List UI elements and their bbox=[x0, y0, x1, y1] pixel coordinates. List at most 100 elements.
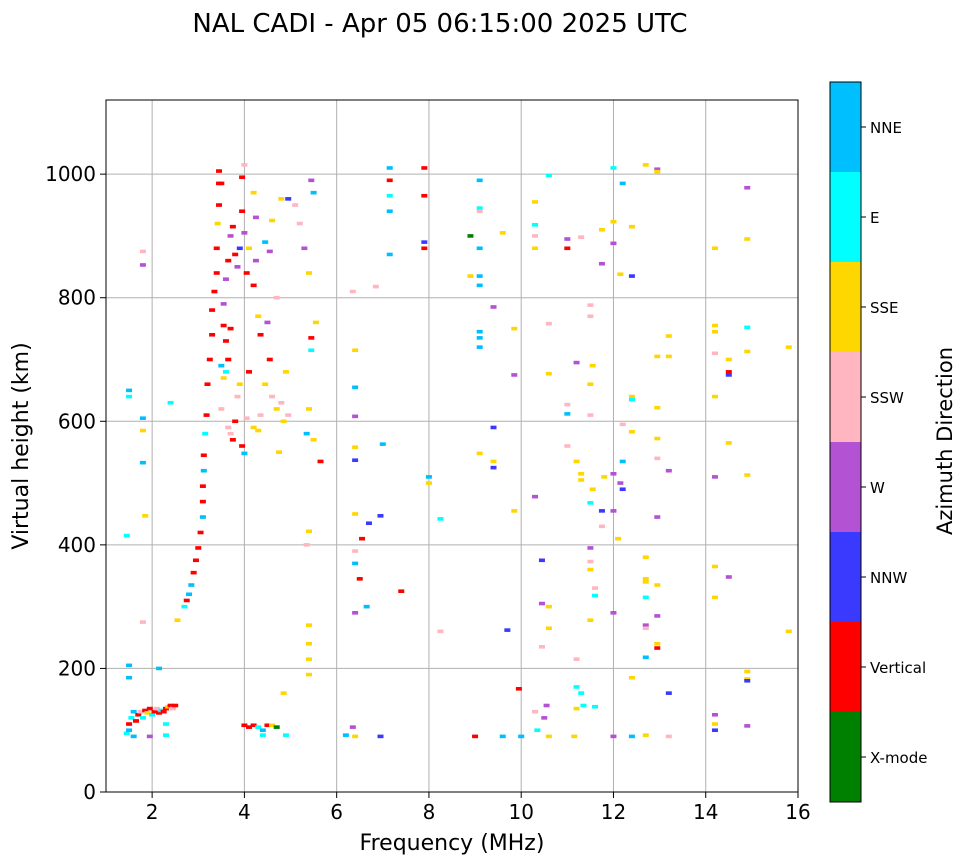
echo-point bbox=[573, 685, 580, 689]
echo-point bbox=[206, 357, 213, 362]
echo-point bbox=[132, 719, 139, 723]
echo-point bbox=[386, 193, 393, 198]
echo-point bbox=[282, 370, 289, 374]
echo-point bbox=[573, 657, 580, 661]
echo-point bbox=[532, 223, 539, 227]
echo-point bbox=[386, 252, 393, 257]
echo-point bbox=[398, 589, 405, 593]
echo-point bbox=[619, 181, 626, 186]
echo-point bbox=[642, 577, 649, 581]
echo-point bbox=[610, 472, 617, 476]
echo-point bbox=[227, 431, 234, 436]
echo-point bbox=[476, 329, 483, 334]
echo-point bbox=[532, 494, 539, 499]
echo-point bbox=[587, 567, 594, 572]
echo-point bbox=[308, 348, 315, 353]
echo-point bbox=[239, 209, 246, 214]
colorbar-segment bbox=[830, 622, 861, 712]
echo-point bbox=[243, 271, 250, 275]
colorbar-tick-label: SSE bbox=[870, 299, 899, 317]
colorbar-segment bbox=[830, 442, 861, 532]
y-tick-label: 1000 bbox=[45, 162, 96, 186]
echo-point bbox=[564, 444, 571, 448]
echo-point bbox=[744, 678, 751, 683]
echo-point bbox=[269, 394, 276, 399]
echo-point bbox=[241, 451, 248, 456]
echo-point bbox=[305, 271, 312, 275]
echo-point bbox=[149, 712, 156, 717]
echo-point bbox=[352, 348, 359, 353]
echo-point bbox=[785, 629, 792, 634]
echo-point bbox=[160, 709, 167, 714]
echo-point bbox=[642, 733, 649, 737]
echo-point bbox=[139, 416, 146, 420]
echo-point bbox=[499, 734, 506, 739]
echo-point bbox=[234, 265, 241, 269]
echo-point bbox=[156, 711, 163, 715]
echo-point bbox=[589, 363, 596, 368]
echo-point bbox=[220, 323, 227, 328]
echo-point bbox=[305, 641, 312, 646]
y-tick-label: 200 bbox=[58, 656, 96, 680]
echo-point bbox=[200, 468, 207, 473]
echo-point bbox=[259, 728, 266, 733]
echo-point bbox=[278, 400, 285, 405]
echo-point bbox=[252, 258, 259, 263]
echo-point bbox=[162, 722, 169, 726]
echo-point bbox=[305, 672, 312, 677]
y-axis-label: Virtual height (km) bbox=[9, 342, 34, 549]
x-axis-label: Frequency (MHz) bbox=[360, 831, 545, 856]
echo-point bbox=[183, 598, 190, 603]
echo-point bbox=[642, 163, 649, 167]
colorbar: X-mode Vertical NNW W SSW SSE E NNE bbox=[829, 81, 927, 803]
echo-point bbox=[229, 224, 236, 229]
echo-point bbox=[139, 263, 146, 267]
echo-point bbox=[209, 332, 216, 337]
x-tick-label: 16 bbox=[785, 800, 810, 824]
echo-point bbox=[262, 382, 269, 387]
echo-point bbox=[490, 305, 497, 309]
echo-point bbox=[490, 465, 497, 470]
echo-point bbox=[352, 512, 359, 516]
echo-point bbox=[744, 724, 751, 728]
x-tick-label: 4 bbox=[238, 800, 251, 824]
echo-point bbox=[257, 413, 264, 417]
echo-point bbox=[241, 231, 248, 235]
echo-point bbox=[250, 723, 257, 728]
echo-point bbox=[167, 703, 174, 708]
echo-point bbox=[476, 209, 483, 214]
echo-point bbox=[665, 468, 672, 473]
echo-point bbox=[598, 524, 605, 529]
echo-point bbox=[515, 687, 522, 691]
echo-point bbox=[220, 376, 227, 380]
echo-point bbox=[123, 731, 130, 736]
echo-point bbox=[592, 704, 599, 709]
echo-point bbox=[199, 515, 206, 519]
echo-point bbox=[269, 723, 276, 728]
echo-point bbox=[610, 219, 617, 224]
echo-point bbox=[146, 734, 153, 739]
echo-point bbox=[305, 529, 312, 534]
echo-point bbox=[711, 595, 718, 600]
echo-point bbox=[654, 614, 661, 618]
echo-point bbox=[665, 334, 672, 338]
echo-point bbox=[476, 451, 483, 456]
echo-point bbox=[601, 475, 608, 479]
echo-point bbox=[578, 235, 585, 239]
plot-background bbox=[106, 100, 798, 792]
echo-point bbox=[511, 373, 518, 377]
echo-point bbox=[222, 370, 229, 374]
echo-point bbox=[538, 601, 545, 606]
echo-point bbox=[252, 215, 259, 220]
colorbar-tick-label: E bbox=[870, 209, 879, 227]
echo-point bbox=[628, 224, 635, 229]
echo-point bbox=[234, 394, 241, 399]
echo-point bbox=[142, 708, 149, 713]
echo-point bbox=[665, 691, 672, 695]
echo-point bbox=[476, 274, 483, 278]
echo-point bbox=[617, 481, 624, 485]
echo-point bbox=[162, 706, 169, 711]
echo-point bbox=[564, 237, 571, 241]
echo-point bbox=[619, 459, 626, 464]
echo-point bbox=[628, 397, 635, 402]
